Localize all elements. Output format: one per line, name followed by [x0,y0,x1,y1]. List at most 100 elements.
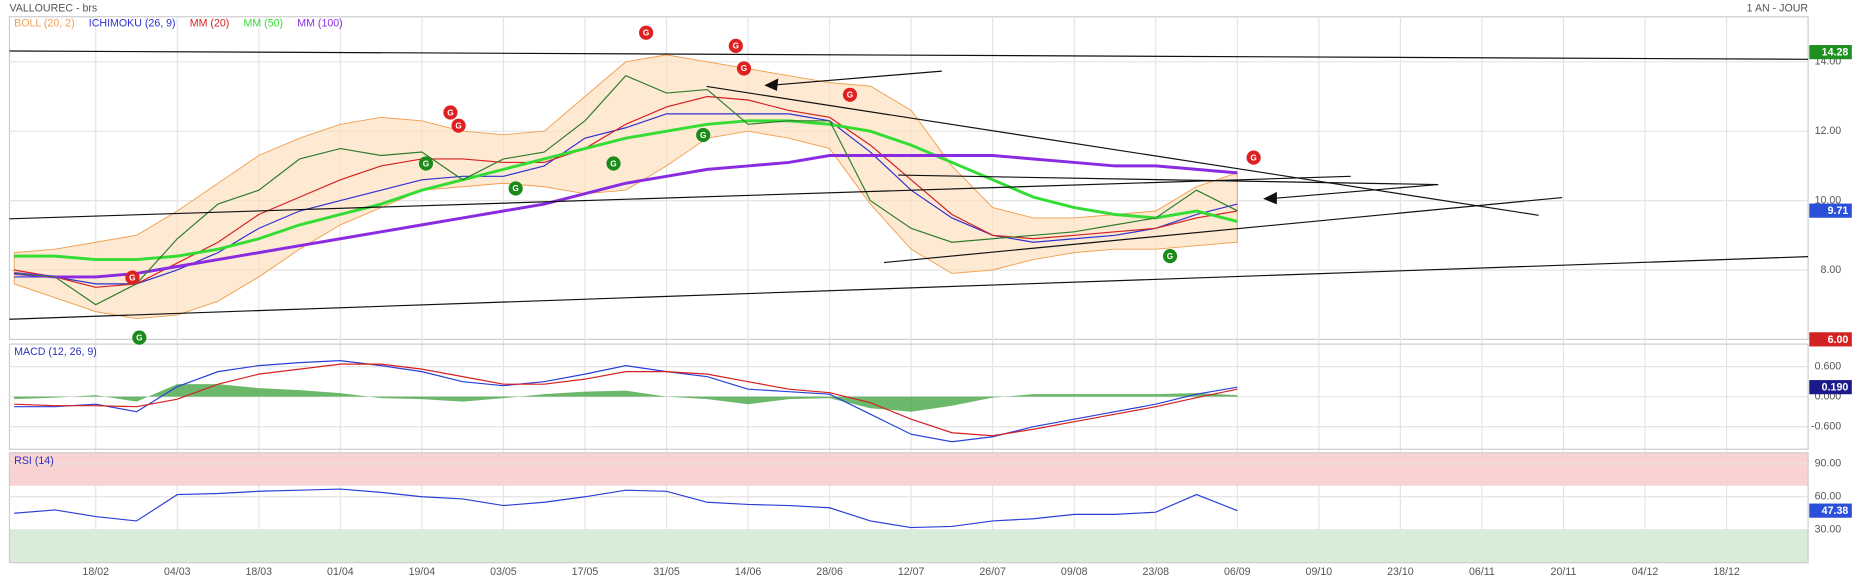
price-marker-label: 14.28 [1822,47,1849,59]
series-line [14,113,1238,285]
x-tick-label: 23/10 [1387,566,1414,578]
x-tick-label: 03/05 [490,566,517,578]
x-tick-label: 12/07 [898,566,925,578]
x-tick-label: 18/12 [1713,566,1740,578]
timeframe: 1 AN - JOUR [1747,2,1809,14]
signal-label: G [733,42,739,51]
signal-marker [842,87,858,102]
legend-entry: MM (100) [297,18,342,30]
price-marker [1809,203,1852,218]
price-marker-label: 0.190 [1822,382,1849,394]
y-tick-label: 0.600 [1815,360,1842,372]
y-tick-label: 8.00 [1820,264,1841,276]
x-tick-label: 06/09 [1224,566,1251,578]
signal-label: G [643,28,649,37]
price-marker [1809,503,1852,518]
arrow-head [1263,191,1277,205]
legend-entry: ICHIMOKU (26, 9) [89,18,176,30]
signal-marker [125,270,140,285]
x-tick-label: 04/12 [1632,566,1659,578]
arrow [1269,183,1439,200]
y-tick-label: 30.00 [1815,524,1842,536]
series-line [14,363,1238,437]
trendline [706,85,1539,216]
signal-marker [736,61,752,76]
legend-entry: MM (50) [244,18,284,30]
x-tick-label: 28/06 [816,566,843,578]
trendline [9,175,1351,220]
chart-layer: 18/02 04/03 18/03 01/04 19/04 03/05 17/05 31/05… [8,16,1842,578]
price-marker [1809,380,1852,395]
signal-label: G [847,91,853,100]
x-tick-label: 20/11 [1551,566,1577,578]
x-tick-label: 06/11 [1469,566,1495,578]
x-tick-label: 19/04 [409,566,436,578]
zone-band [9,529,1809,563]
price-marker [1809,332,1852,347]
price-marker-label: 6.00 [1828,334,1849,346]
panel-frame [8,16,1809,340]
signal-marker [508,181,523,196]
trendline [9,50,1809,60]
signal-marker [1246,150,1261,165]
price-marker [1809,45,1852,60]
signal-label: G [423,159,429,168]
chart-title: VALLOUREC - brs [9,2,97,14]
signal-label: G [447,108,453,117]
arrow-head [764,78,779,91]
y-tick-label: 60.00 [1815,491,1842,503]
x-tick-label: 31/05 [653,566,680,578]
series-line [14,119,1238,262]
trendline [9,256,1809,320]
price-marker-label: 9.71 [1828,205,1849,217]
x-tick-label: 18/02 [82,566,109,578]
y-tick-label: -0.600 [1811,421,1841,433]
histogram-area [14,384,1238,412]
signal-label: G [741,64,747,73]
signal-label: G [700,131,706,140]
zone-band [9,452,1809,486]
series-line [14,360,1238,443]
signal-marker [418,156,434,171]
signal-marker [1162,249,1178,264]
x-tick-label: 14/06 [735,566,762,578]
x-tick-label: 17/05 [572,566,599,578]
y-tick-label: 12.00 [1815,125,1842,137]
signal-marker [132,330,147,345]
signal-marker [639,25,654,40]
signal-marker [451,118,466,133]
signal-label: G [129,273,135,282]
series-line [14,154,1238,279]
signal-marker [696,127,711,143]
signal-marker [728,38,743,53]
bollinger-band [13,54,1238,320]
x-tick-label: 18/03 [246,566,273,578]
x-tick-label: 23/08 [1142,566,1169,578]
trendline [883,196,1563,264]
x-tick-label: 09/10 [1306,566,1333,578]
x-tick-label: 04/03 [164,566,191,578]
signal-label: G [455,121,461,130]
x-tick-label: 09/08 [1061,566,1088,578]
trendlines [9,50,1809,320]
y-tick-label: 90.00 [1815,458,1842,470]
x-tick-label: 26/07 [979,566,1006,578]
signal-label: G [512,184,518,193]
panel-title: MACD (12, 26, 9) [14,346,97,358]
x-tick-label: 01/04 [327,566,354,578]
signal-label: G [1250,153,1256,162]
signal-marker [443,105,458,120]
signal-label: G [136,333,142,342]
panel-frame [8,452,1809,564]
signal-marker [606,156,621,171]
signal-label: G [1167,252,1173,261]
legend-entry: BOLL (20, 2) [14,18,74,30]
series-line [14,488,1238,529]
y-tick-label: 10.00 [1815,194,1842,206]
series-line [14,75,1238,306]
signal-label: G [610,159,616,168]
series-line [14,95,1238,288]
